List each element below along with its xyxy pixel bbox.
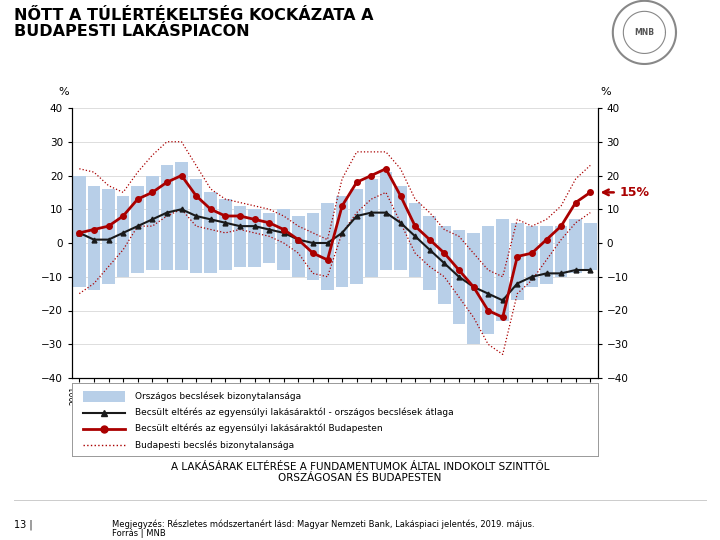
- Bar: [570, 219, 582, 273]
- Text: Budapesti becslés bizonytalansága: Budapesti becslés bizonytalansága: [135, 441, 294, 450]
- Bar: [511, 222, 523, 300]
- Bar: [336, 195, 348, 287]
- Bar: [234, 206, 246, 267]
- Text: BUDAPESTI LAKÁSPIACON: BUDAPESTI LAKÁSPIACON: [14, 24, 250, 39]
- Bar: [409, 202, 421, 276]
- Bar: [88, 186, 100, 291]
- Text: %: %: [600, 87, 611, 97]
- Bar: [438, 226, 451, 303]
- Text: 13 |: 13 |: [14, 519, 33, 530]
- Bar: [248, 209, 261, 267]
- Bar: [395, 186, 407, 270]
- Bar: [117, 195, 130, 276]
- Text: Forrás | MNB: Forrás | MNB: [112, 529, 166, 538]
- Bar: [277, 209, 290, 270]
- Bar: [161, 165, 173, 270]
- Bar: [175, 162, 188, 270]
- Bar: [467, 233, 480, 345]
- Bar: [351, 189, 363, 284]
- Bar: [102, 189, 114, 284]
- Bar: [497, 219, 509, 321]
- Text: %: %: [59, 87, 69, 97]
- Bar: [555, 226, 567, 276]
- Bar: [263, 213, 275, 263]
- Text: A LAKÁSÁRAK ELTÉRÉSE A FUNDAMENTUMOK ÁLTAL INDOKOLT SZINTTŐL
ORSZÁGOSAN ÉS BUDAP: A LAKÁSÁRAK ELTÉRÉSE A FUNDAMENTUMOK ÁLT…: [171, 462, 549, 483]
- Text: 15%: 15%: [619, 186, 649, 199]
- Text: Országos becslések bizonytalansága: Országos becslések bizonytalansága: [135, 392, 301, 401]
- Text: Megjegyzés: Részletes módszertanért lásd: Magyar Nemzeti Bank, Lakáspiaci jelent: Megjegyzés: Részletes módszertanért lásd…: [112, 519, 534, 529]
- Bar: [321, 202, 333, 291]
- Bar: [379, 172, 392, 270]
- Bar: [146, 176, 158, 270]
- Bar: [584, 222, 596, 270]
- Bar: [423, 216, 436, 291]
- Bar: [190, 179, 202, 273]
- Bar: [540, 226, 553, 284]
- Bar: [83, 390, 125, 402]
- Bar: [219, 199, 232, 270]
- Bar: [453, 230, 465, 324]
- Text: Becsült eltérés az egyensúlyi lakásáraktól Budapesten: Becsült eltérés az egyensúlyi lakásárakt…: [135, 424, 383, 433]
- Text: MNB: MNB: [634, 28, 654, 37]
- Text: NŐTT A TÚLÉRTÉKELTSÉG KOCKÁZATA A: NŐTT A TÚLÉRTÉKELTSÉG KOCKÁZATA A: [14, 8, 374, 23]
- Bar: [307, 213, 319, 280]
- Bar: [526, 226, 538, 287]
- Bar: [132, 186, 144, 273]
- Bar: [292, 216, 305, 276]
- Bar: [73, 176, 86, 287]
- Text: Becsült eltérés az egyensúlyi lakásáraktól - országos becslések átlaga: Becsült eltérés az egyensúlyi lakásárakt…: [135, 408, 454, 417]
- Bar: [365, 179, 377, 276]
- Bar: [482, 226, 495, 334]
- Bar: [204, 192, 217, 273]
